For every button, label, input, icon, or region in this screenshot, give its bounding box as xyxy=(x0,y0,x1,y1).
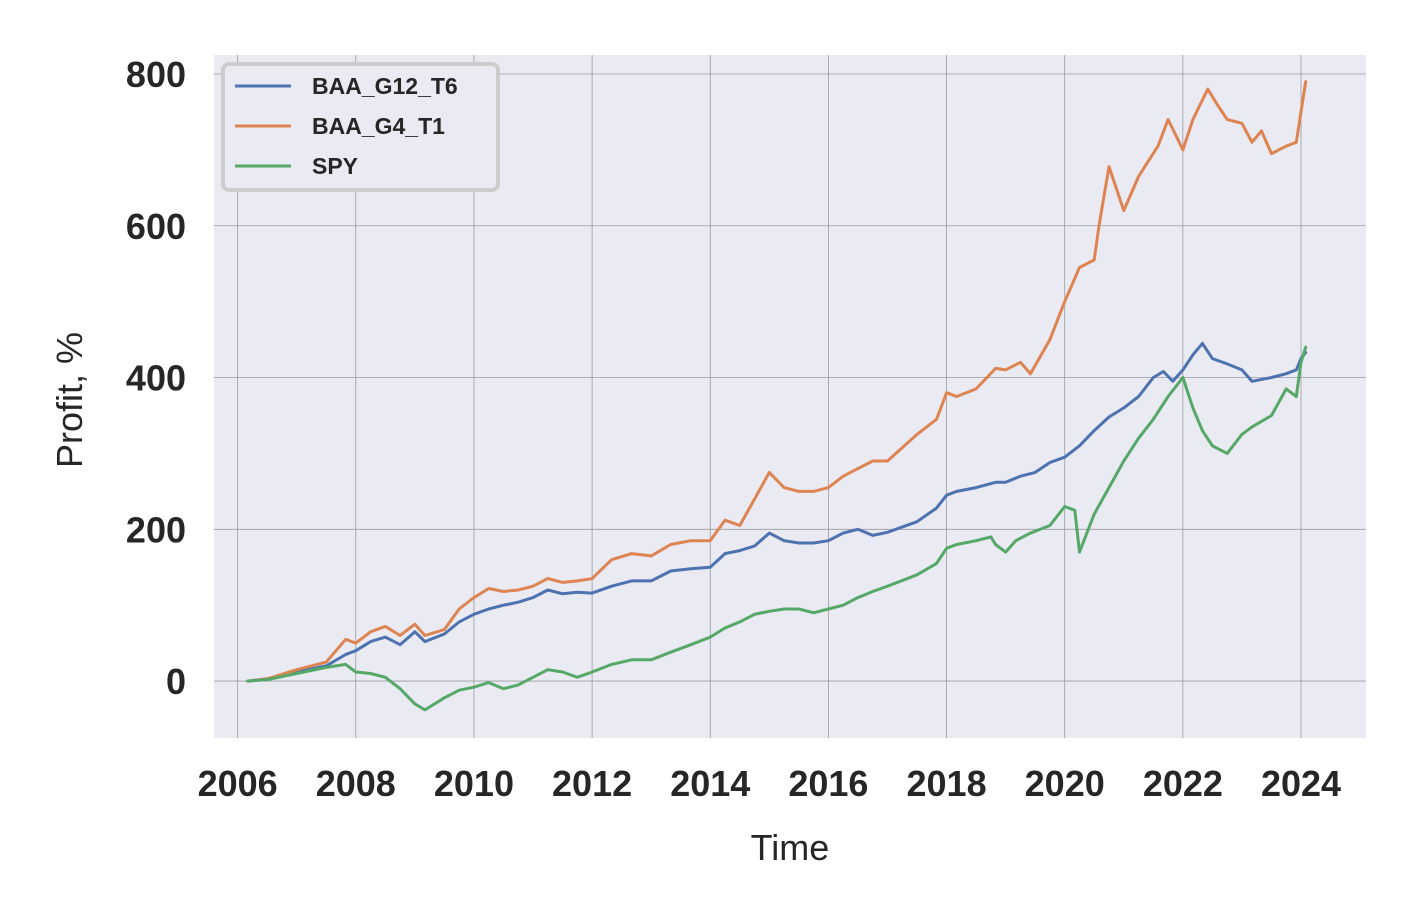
x-tick-label: 2014 xyxy=(670,763,750,804)
y-tick-label: 0 xyxy=(166,661,186,702)
x-axis-label: Time xyxy=(751,827,830,868)
x-tick-label: 2022 xyxy=(1143,763,1223,804)
legend-label-spy: SPY xyxy=(312,153,358,179)
x-tick-label: 2018 xyxy=(907,763,987,804)
legend-label-baa-g4-t1: BAA_G4_T1 xyxy=(312,113,445,139)
x-tick-label: 2008 xyxy=(316,763,396,804)
series-line-baa-g4-t1 xyxy=(246,80,1308,683)
y-tick-label: 400 xyxy=(126,358,186,399)
x-tick-label: 2020 xyxy=(1025,763,1105,804)
y-tick-label: 800 xyxy=(126,54,186,95)
series-line-spy xyxy=(246,345,1308,712)
series-lines xyxy=(246,80,1308,712)
x-tick-label: 2016 xyxy=(788,763,868,804)
y-tick-label: 600 xyxy=(126,206,186,247)
legend-box xyxy=(221,62,500,192)
x-tick-labels: 2006 2008 2010 2012 2014 2016 2018 2020 2022 2024 xyxy=(198,763,1341,804)
x-tick-label: 2010 xyxy=(434,763,514,804)
x-tick-label: 2012 xyxy=(552,763,632,804)
legend: BAA_G12_T6 BAA_G4_T1 SPY xyxy=(221,62,500,192)
series-line-baa-g12-t6 xyxy=(246,341,1308,683)
y-tick-labels: 0 200 400 600 800 xyxy=(126,54,186,702)
y-axis-label: Profit, % xyxy=(49,332,90,468)
legend-label-baa-g12-t6: BAA_G12_T6 xyxy=(312,73,458,99)
x-tick-label: 2006 xyxy=(198,763,278,804)
x-tick-label: 2024 xyxy=(1261,763,1341,804)
y-tick-label: 200 xyxy=(126,509,186,550)
